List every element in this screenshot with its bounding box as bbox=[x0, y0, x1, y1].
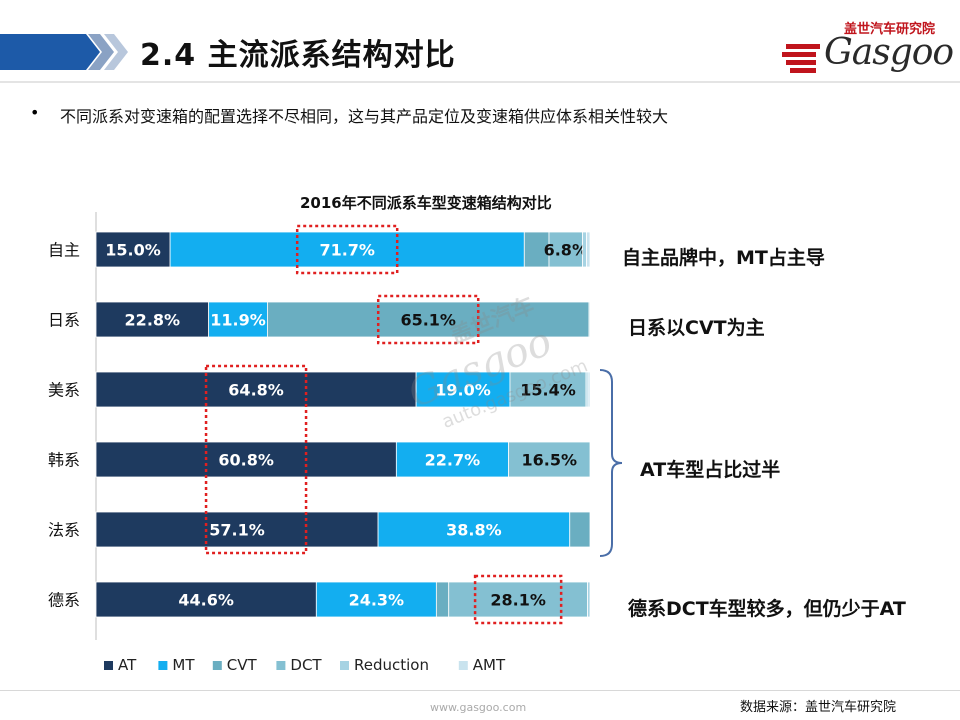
bar-segment-at bbox=[95, 231, 171, 268]
bar-segment-dct bbox=[588, 301, 591, 338]
watermark: 盖世汽车 Gasgoo auto.gasgoo.com bbox=[402, 292, 591, 433]
legend-swatch-reduction bbox=[340, 661, 349, 670]
bar-segment-cvt bbox=[569, 511, 591, 548]
bullet-marker: • bbox=[30, 103, 40, 122]
y-tick-label: 自主 bbox=[48, 241, 80, 260]
bar-segment-cvt bbox=[267, 301, 590, 338]
data-label: 44.6% bbox=[178, 591, 234, 610]
data-label: 22.7% bbox=[425, 451, 481, 470]
y-tick-label: 日系 bbox=[48, 311, 80, 330]
highlight-box bbox=[473, 574, 563, 625]
y-tick-label: 德系 bbox=[48, 591, 80, 610]
chart-title: 2016年不同派系车型变速箱结构对比 bbox=[300, 194, 552, 212]
data-label: 57.1% bbox=[209, 521, 265, 540]
bar-segment-at bbox=[95, 301, 210, 338]
data-label: 60.8% bbox=[218, 451, 274, 470]
footer-url: www.gasgoo.com bbox=[430, 701, 527, 714]
page-title: 2.4 主流派系结构对比 bbox=[140, 38, 456, 73]
data-label: 64.8% bbox=[228, 381, 284, 400]
logo-cn-text: 盖世汽车研究院 bbox=[844, 22, 936, 37]
data-label: 38.8% bbox=[446, 521, 502, 540]
bar-segment-amt bbox=[587, 371, 591, 408]
header-band bbox=[0, 34, 960, 83]
bar-segment-amt bbox=[586, 231, 591, 268]
bullet-text: 不同派系对变速箱的配置选择不尽相同，这与其产品定位及变速箱供应体系相关性较大 bbox=[60, 107, 669, 126]
legend-swatch-mt bbox=[158, 661, 168, 670]
legend-label-mt: MT bbox=[172, 656, 195, 674]
y-tick-label: 法系 bbox=[48, 521, 80, 540]
legend-swatch-amt bbox=[458, 661, 468, 670]
bar-segment-dct bbox=[508, 441, 591, 478]
legend-label-reduction: Reduction bbox=[354, 656, 429, 674]
data-label: 71.7% bbox=[319, 241, 375, 260]
annotation-zizhu: 自主品牌中，MT占主导 bbox=[622, 247, 825, 269]
bar-segment-cvt bbox=[523, 231, 550, 268]
data-label: 16.5% bbox=[521, 451, 577, 470]
footer-divider bbox=[0, 690, 960, 691]
data-source: 数据来源：盖世汽车研究院 bbox=[739, 700, 896, 715]
legend-label-amt: AMT bbox=[473, 656, 506, 674]
annotation-at-group: AT车型占比过半 bbox=[640, 459, 781, 481]
highlight-box bbox=[376, 294, 480, 345]
data-label: 24.3% bbox=[349, 591, 405, 610]
bar-segment-dct bbox=[548, 231, 583, 268]
bar-segment-mt bbox=[315, 581, 437, 618]
data-label: 65.1% bbox=[400, 311, 456, 330]
bar-segment-mt bbox=[208, 301, 268, 338]
data-label: 15.0% bbox=[105, 241, 161, 260]
data-label: 22.8% bbox=[125, 311, 181, 330]
legend-swatch-cvt bbox=[212, 661, 222, 670]
bar-segment-mt bbox=[377, 511, 571, 548]
bar-segment-at bbox=[95, 511, 379, 548]
bar-segment-cvt bbox=[435, 581, 450, 618]
data-label: 6.8% bbox=[544, 241, 588, 260]
bar-segment-at bbox=[95, 441, 397, 478]
data-label: 19.0% bbox=[435, 381, 491, 400]
y-tick-label: 美系 bbox=[48, 381, 80, 400]
group-brace bbox=[599, 369, 623, 557]
data-label: 28.1% bbox=[490, 591, 546, 610]
annotation-dexi: 德系DCT车型较多，但仍少于AT bbox=[628, 598, 906, 620]
data-label: 11.9% bbox=[210, 311, 266, 330]
annotation-rixi: 日系以CVT为主 bbox=[628, 317, 765, 339]
highlight-box bbox=[204, 364, 308, 555]
gasgoo-logo: 盖世汽车研究院 Gasgoo bbox=[780, 18, 954, 80]
logo-wordmark: Gasgoo bbox=[824, 32, 954, 73]
legend-swatch-dct bbox=[276, 661, 286, 670]
bar-segment-reduction bbox=[582, 231, 587, 268]
bar-segment-mt bbox=[395, 441, 509, 478]
legend-label-cvt: CVT bbox=[227, 656, 258, 674]
y-tick-label: 韩系 bbox=[48, 451, 80, 470]
logo-mark-icon bbox=[782, 44, 820, 73]
bar-segment-dct bbox=[509, 371, 587, 408]
legend-label-at: AT bbox=[118, 656, 137, 674]
bar-segment-reduction bbox=[587, 581, 591, 618]
legend-swatch-at bbox=[104, 661, 113, 670]
highlight-box bbox=[295, 224, 399, 275]
bar-segment-mt bbox=[169, 231, 525, 268]
data-label: 15.4% bbox=[520, 381, 576, 400]
legend-label-dct: DCT bbox=[290, 656, 322, 674]
stacked-bar-chart: 自主 15.0% 71.7% 6.8% 日系 22.8% 11.9% 65.1% 美系 64.8%… bbox=[48, 212, 591, 674]
